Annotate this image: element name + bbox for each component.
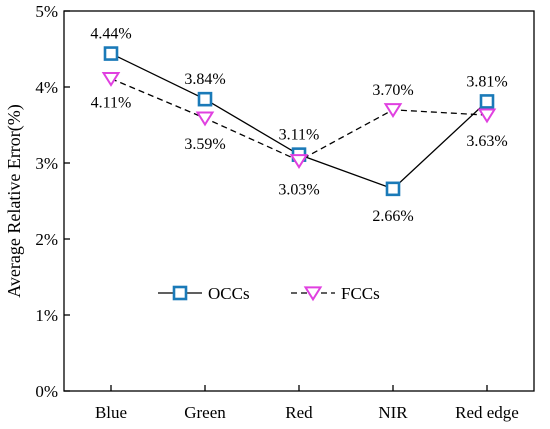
series-layer [101,46,497,197]
x-tick-label: Red edge [455,403,519,422]
x-tick-label: Blue [95,403,127,422]
legend: OCCs FCCs [158,284,380,303]
marker-square-legend [172,285,188,301]
data-label-fccs: 3.63% [466,133,507,150]
y-tick-label: 4% [35,78,58,97]
y-tick-label: 3% [35,154,58,173]
marker-triangle-legend [303,286,323,302]
data-label-fccs: 3.59% [184,136,225,153]
marker-square-occs [103,46,119,61]
x-tick-label: Green [184,403,226,422]
markers-occs [103,46,495,197]
marker-square-occs [385,181,401,197]
x-tick-label: NIR [378,403,408,422]
x-tick-label: Red [285,403,313,422]
data-labels: 4.44% 3.84% 3.11% 2.66% 3.81% 4.11% 3.59% 3.03%… [90,26,507,225]
legend-label: OCCs [208,284,250,303]
y-tick-label: 5% [35,2,58,21]
marker-triangle-fccs [383,103,403,119]
plot-frame [63,10,535,392]
marker-square-occs [479,94,495,109]
axes: 0% 1% 2% 3% 4% 5% Blue Green Red NIR Red edge Avera… [4,2,535,422]
data-label-fccs: 3.70% [372,82,413,99]
marker-triangle-fccs [477,108,497,124]
legend-item-occs: OCCs [158,284,250,303]
y-tick-label: 0% [35,382,58,401]
marker-triangle-fccs [195,111,215,127]
data-label-occs: 2.66% [372,208,413,225]
data-label-occs: 3.81% [466,73,507,90]
data-label-occs: 3.11% [279,127,320,144]
y-tick-label: 2% [35,230,58,249]
marker-triangle-fccs [101,72,121,87]
y-axis-title: Average Relative Error(%) [4,104,25,298]
data-label-occs: 4.44% [90,26,131,43]
y-tick-label: 1% [35,306,58,325]
data-label-fccs: 4.11% [91,95,132,112]
legend-label: FCCs [341,284,380,303]
marker-triangle-fccs [289,154,309,169]
marker-square-occs [197,91,213,107]
legend-item-fccs: FCCs [291,284,380,303]
data-label-occs: 3.84% [184,71,225,88]
data-label-fccs: 3.03% [278,182,319,199]
markers-fccs [101,72,497,169]
